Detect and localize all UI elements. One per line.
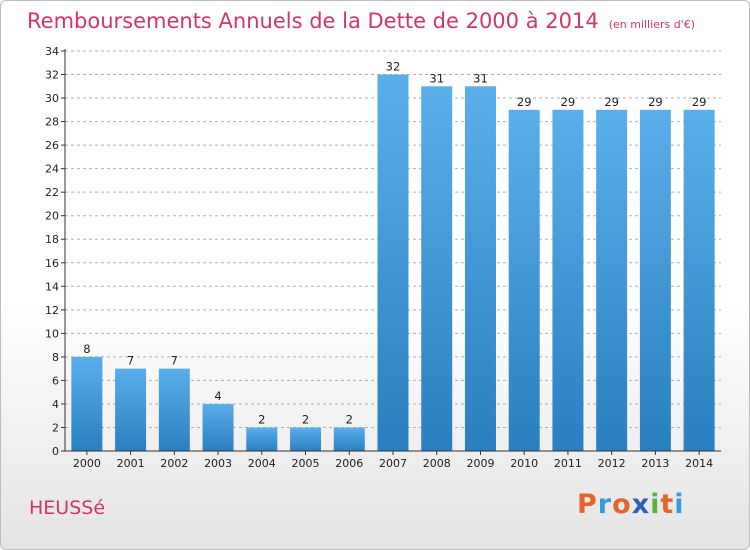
value-label: 2 xyxy=(346,412,353,426)
commune-name: HEUSSé xyxy=(29,497,106,519)
y-tick-label: 10 xyxy=(45,327,59,340)
y-tick-label: 32 xyxy=(45,69,59,82)
x-tick-label: 2012 xyxy=(598,457,626,470)
y-tick-label: 8 xyxy=(52,351,59,364)
bar-2005 xyxy=(290,427,322,451)
y-tick-label: 20 xyxy=(45,210,59,223)
x-tick-label: 2004 xyxy=(248,457,276,470)
logo-letter: r xyxy=(597,489,613,520)
x-tick-label: 2007 xyxy=(379,457,407,470)
logo-letter: x xyxy=(631,489,651,520)
bar-2007 xyxy=(377,74,409,451)
bar-2009 xyxy=(464,86,496,451)
value-label: 8 xyxy=(83,342,90,356)
bar-2006 xyxy=(333,427,365,451)
bar-2001 xyxy=(115,368,147,451)
value-label: 7 xyxy=(171,354,178,368)
y-tick-label: 6 xyxy=(52,374,59,387)
x-tick-label: 2002 xyxy=(160,457,188,470)
value-label: 32 xyxy=(386,60,401,74)
value-label: 31 xyxy=(429,71,444,85)
value-label: 29 xyxy=(561,95,576,109)
y-tick-label: 18 xyxy=(45,233,59,246)
x-tick-label: 2010 xyxy=(510,457,538,470)
logo-letter: P xyxy=(577,489,598,520)
y-tick-label: 24 xyxy=(45,163,59,176)
bar-2011 xyxy=(552,109,584,451)
x-tick-label: 2008 xyxy=(423,457,451,470)
y-tick-label: 2 xyxy=(52,421,59,434)
chart-title: Remboursements Annuels de la Dette de 20… xyxy=(27,9,695,33)
logo-letter: o xyxy=(612,489,632,520)
proxiti-logo: Proxiti xyxy=(577,489,685,520)
y-tick-label: 16 xyxy=(45,257,59,270)
logo-letter: t xyxy=(660,489,675,520)
bar-2013 xyxy=(639,109,671,451)
x-tick-label: 2006 xyxy=(335,457,363,470)
title-text: Remboursements Annuels de la Dette de 20… xyxy=(27,9,599,33)
bar-2010 xyxy=(508,109,540,451)
bar-2014 xyxy=(683,109,715,451)
value-label: 29 xyxy=(692,95,707,109)
value-label: 2 xyxy=(258,412,265,426)
y-tick-label: 22 xyxy=(45,186,59,199)
y-tick-label: 12 xyxy=(45,304,59,317)
bar-2008 xyxy=(421,86,453,451)
bar-2000 xyxy=(71,356,103,451)
x-tick-label: 2013 xyxy=(641,457,669,470)
value-label: 29 xyxy=(517,95,532,109)
logo-letter: i xyxy=(650,489,661,520)
x-tick-label: 2011 xyxy=(554,457,582,470)
bar-2002 xyxy=(158,368,190,451)
value-label: 2 xyxy=(302,412,309,426)
x-tick-label: 2014 xyxy=(685,457,713,470)
x-tick-label: 2000 xyxy=(73,457,101,470)
y-tick-label: 26 xyxy=(45,139,59,152)
bar-2004 xyxy=(246,427,278,451)
y-tick-label: 30 xyxy=(45,92,59,105)
value-label: 29 xyxy=(604,95,619,109)
bar-2012 xyxy=(596,109,628,451)
y-tick-label: 28 xyxy=(45,116,59,129)
value-label: 4 xyxy=(214,389,221,403)
y-tick-label: 14 xyxy=(45,280,59,293)
x-tick-label: 2005 xyxy=(292,457,320,470)
value-label: 29 xyxy=(648,95,663,109)
title-unit: (en milliers d'€) xyxy=(608,18,695,31)
y-tick-label: 0 xyxy=(52,445,59,458)
value-label: 31 xyxy=(473,71,488,85)
x-tick-label: 2001 xyxy=(117,457,145,470)
y-tick-label: 4 xyxy=(52,398,59,411)
logo-letter: i xyxy=(674,489,685,520)
x-tick-label: 2009 xyxy=(466,457,494,470)
bar-2003 xyxy=(202,403,234,451)
y-tick-label: 34 xyxy=(45,45,59,58)
x-tick-label: 2003 xyxy=(204,457,232,470)
value-label: 7 xyxy=(127,354,134,368)
